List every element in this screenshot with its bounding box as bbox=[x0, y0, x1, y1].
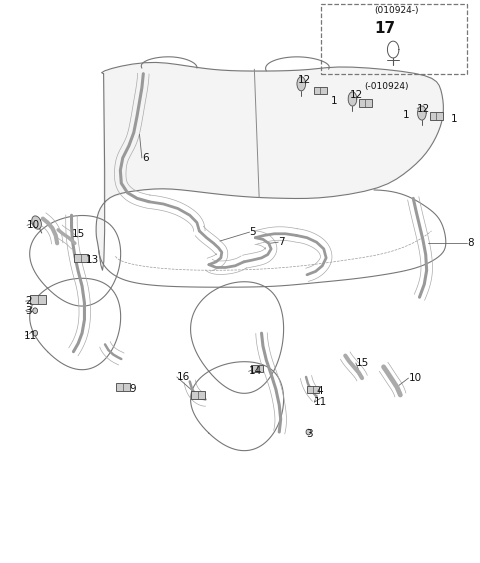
Polygon shape bbox=[418, 106, 426, 120]
Text: 11: 11 bbox=[314, 397, 327, 407]
Polygon shape bbox=[297, 77, 306, 91]
Text: 4: 4 bbox=[317, 386, 323, 396]
Circle shape bbox=[33, 308, 37, 314]
Text: 5: 5 bbox=[250, 227, 256, 237]
Circle shape bbox=[306, 429, 311, 435]
Bar bbox=[359, 99, 372, 107]
Text: 9: 9 bbox=[129, 385, 135, 394]
Polygon shape bbox=[348, 92, 357, 106]
Bar bbox=[74, 254, 88, 262]
Text: (010924-): (010924-) bbox=[374, 6, 419, 15]
Bar bbox=[251, 365, 263, 372]
Text: 8: 8 bbox=[468, 238, 474, 248]
Text: 1: 1 bbox=[451, 114, 457, 124]
Text: 1: 1 bbox=[403, 110, 409, 120]
Text: 12: 12 bbox=[298, 75, 311, 86]
Text: 1: 1 bbox=[331, 96, 337, 106]
Text: 15: 15 bbox=[356, 358, 369, 368]
Text: 12: 12 bbox=[350, 90, 363, 100]
Bar bbox=[307, 386, 319, 393]
Bar bbox=[116, 383, 130, 391]
Bar bbox=[314, 87, 327, 95]
Text: 17: 17 bbox=[374, 21, 395, 36]
Polygon shape bbox=[32, 216, 41, 229]
Text: 10: 10 bbox=[408, 373, 421, 383]
Text: 3: 3 bbox=[25, 306, 32, 316]
Text: 12: 12 bbox=[417, 104, 431, 114]
Text: 2: 2 bbox=[25, 296, 32, 306]
Circle shape bbox=[33, 330, 37, 336]
Text: 3: 3 bbox=[306, 429, 312, 439]
Text: 6: 6 bbox=[142, 153, 148, 163]
Bar bbox=[322, 3, 468, 74]
Text: (-010924): (-010924) bbox=[364, 82, 409, 91]
Text: 16: 16 bbox=[177, 372, 190, 382]
Text: 7: 7 bbox=[278, 237, 285, 247]
Text: 14: 14 bbox=[249, 367, 262, 376]
Text: 15: 15 bbox=[72, 229, 85, 239]
Bar bbox=[430, 112, 443, 120]
Text: 10: 10 bbox=[27, 220, 40, 230]
Bar bbox=[30, 295, 46, 304]
Polygon shape bbox=[96, 62, 444, 265]
Bar bbox=[191, 391, 205, 399]
Text: 11: 11 bbox=[24, 331, 37, 341]
Text: 13: 13 bbox=[86, 255, 99, 265]
